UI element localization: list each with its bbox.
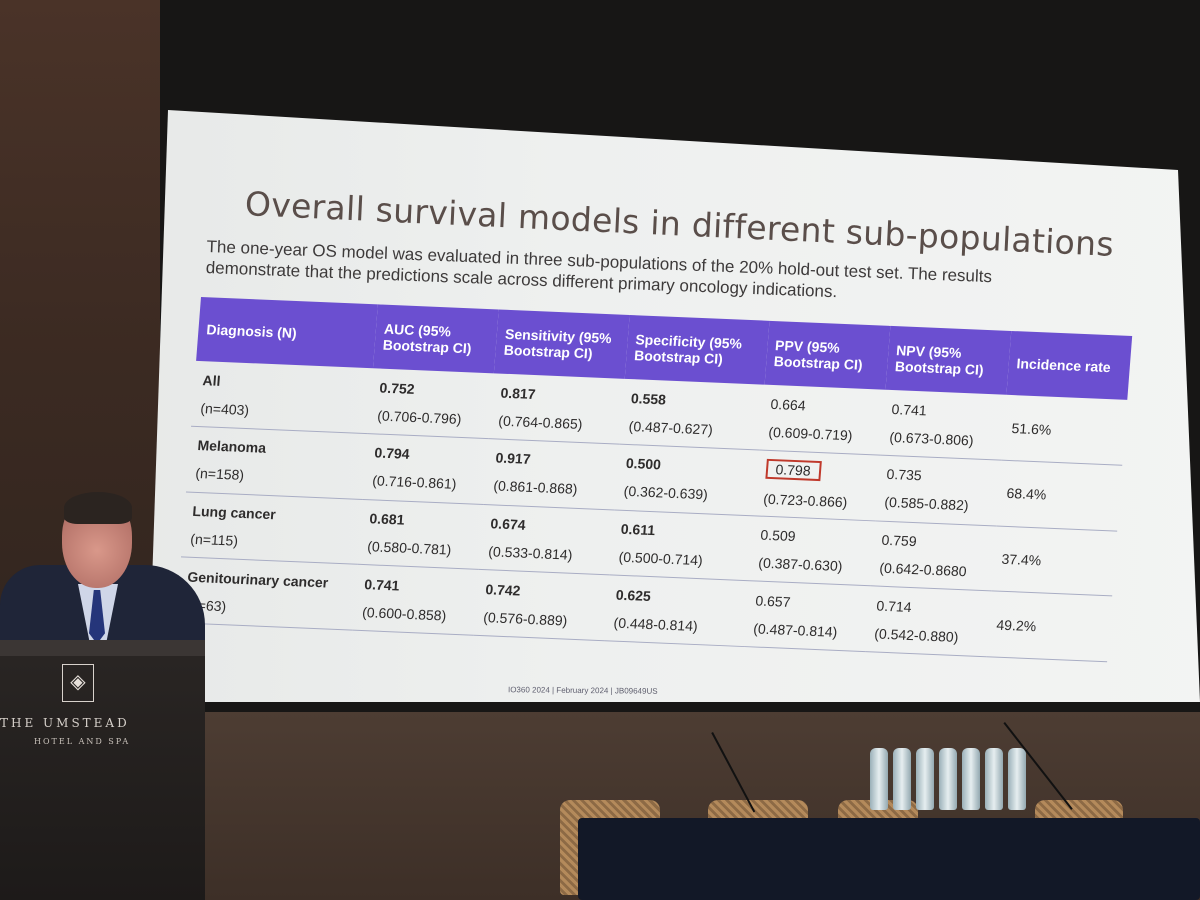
incidence-cell: 37.4% [991,525,1118,597]
ppv-cell: 0.657 (0.487-0.814) [743,581,871,652]
crest-icon: ◈ [62,664,94,702]
water-bottle [1008,748,1026,810]
incidence-cell: 68.4% [996,460,1123,531]
incidence-cell: 51.6% [1001,394,1128,466]
col-sensitivity: Sensitivity (95% Bootstrap CI) [503,325,613,362]
podium [0,640,205,900]
panel-table [578,818,1200,900]
ppv-cell: 0.509 (0.387-0.630) [748,515,876,587]
sensitivity-cell: 0.674 (0.533-0.814) [478,504,615,576]
specificity-cell: 0.625 (0.448-0.814) [604,575,749,647]
speaker-tie [89,590,105,644]
projection-screen [148,110,1200,702]
auc-cell: 0.752 (0.706-0.796) [367,368,495,439]
water-bottle [985,748,1003,810]
npv-cell: 0.741 (0.673-0.806) [880,389,1007,461]
specificity-cell: 0.558 (0.487-0.627) [619,378,765,451]
diagnosis-cell: All (n=403) [191,360,374,434]
auc-cell: 0.794 (0.716-0.861) [362,433,490,505]
water-bottle [962,748,980,810]
auc-cell: 0.681 (0.580-0.781) [357,499,484,570]
water-bottle [916,748,934,810]
slide-footer: IO360 2024 | February 2024 | JB09649US [507,685,658,696]
podium-top [0,640,205,656]
auc-cell: 0.741 (0.600-0.858) [352,564,479,636]
highlight-box: 0.798 [764,459,822,482]
podium-subtitle: HOTEL AND SPA [34,737,131,746]
water-bottle [893,748,911,810]
speaker-hair [64,492,132,524]
npv-cell: 0.714 (0.542-0.880) [864,586,992,657]
podium-name: THE UMSTEAD [0,716,130,730]
col-auc: AUC (95% Bootstrap CI) [382,320,473,357]
sensitivity-cell: 0.917 (0.861-0.868) [483,438,620,510]
sensitivity-cell: 0.742 (0.576-0.889) [473,569,610,641]
specificity-cell: 0.611 (0.500-0.714) [609,509,755,582]
incidence-cell: 49.2% [986,591,1113,662]
col-npv: NPV (95% Bootstrap CI) [894,342,985,378]
npv-cell: 0.735 (0.585-0.882) [875,455,1002,526]
col-specificity: Specificity (95% Bootstrap CI) [633,331,743,367]
col-ppv: PPV (95% Bootstrap CI) [773,337,864,373]
specificity-cell: 0.500 (0.362-0.639) [614,444,760,516]
diagnosis-cell: Melanoma (n=158) [186,426,368,500]
water-bottle [870,748,888,810]
diagnosis-cell: Lung cancer (n=115) [180,491,363,565]
ppv-cell: 0.798 (0.723-0.866) [754,450,881,521]
col-diagnosis: Diagnosis (N) [205,321,298,342]
results-table: Diagnosis (N) AUC (95% Bootstrap CI) Sen… [175,297,1133,662]
water-bottle [939,748,957,810]
npv-cell: 0.759 (0.642-0.8680 [870,520,997,592]
ppv-cell: 0.664 (0.609-0.719) [759,384,886,456]
col-incidence: Incidence rate [1016,355,1112,376]
sensitivity-cell: 0.817 (0.764-0.865) [489,373,625,445]
